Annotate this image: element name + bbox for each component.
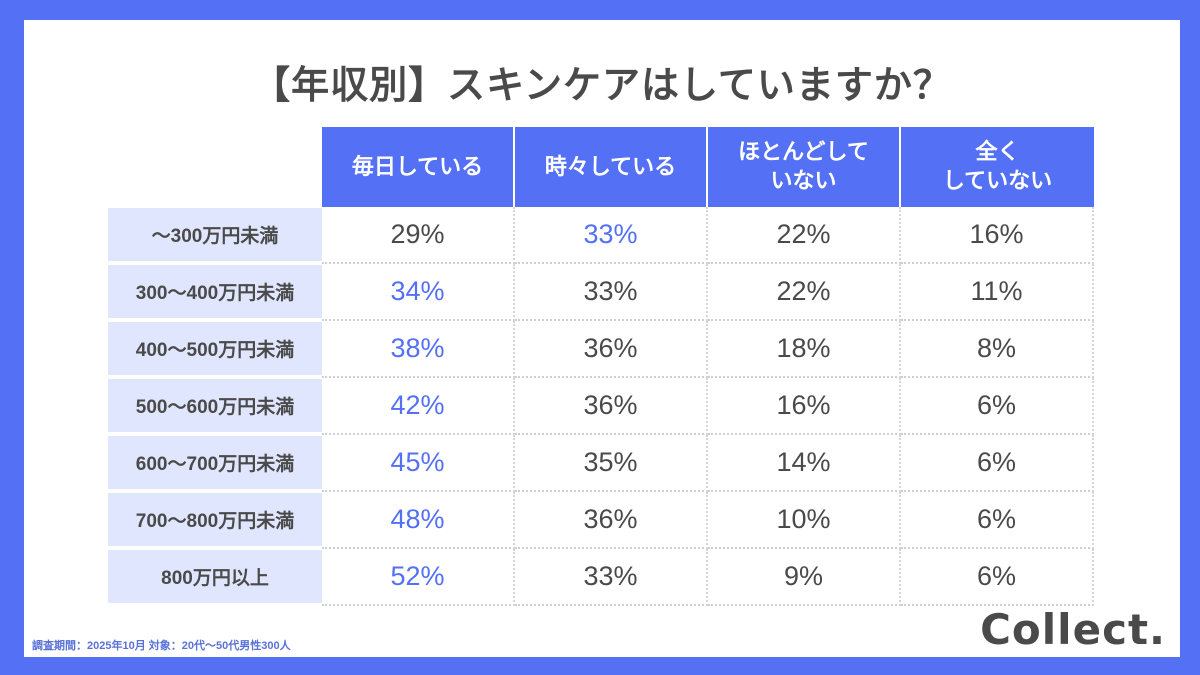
column-header: 全く していない [901, 127, 1094, 207]
value-cell: 45% [322, 435, 515, 492]
value-cell: 35% [515, 435, 708, 492]
table-row: 600〜700万円未満 45% 35% 14% 6% [108, 435, 1094, 492]
value-cell: 33% [515, 549, 708, 606]
row-label: 〜300万円未満 [108, 207, 322, 264]
value-cell: 38% [322, 321, 515, 378]
table-row: 800万円以上 52% 33% 9% 6% [108, 549, 1094, 606]
row-label: 800万円以上 [108, 549, 322, 606]
value-cell: 16% [708, 378, 901, 435]
value-cell: 36% [515, 378, 708, 435]
value-cell: 6% [901, 549, 1094, 606]
value-cell: 6% [901, 492, 1094, 549]
value-cell: 6% [901, 435, 1094, 492]
table-header: 毎日している 時々している ほとんどして いない 全く していない [108, 127, 1094, 207]
value-cell: 8% [901, 321, 1094, 378]
value-cell: 33% [515, 207, 708, 264]
value-cell: 9% [708, 549, 901, 606]
value-cell: 36% [515, 321, 708, 378]
column-header: ほとんどして いない [708, 127, 901, 207]
header-corner [108, 127, 322, 207]
row-label: 500〜600万円未満 [108, 378, 322, 435]
table-row: 500〜600万円未満 42% 36% 16% 6% [108, 378, 1094, 435]
table-row: 〜300万円未満 29% 33% 22% 16% [108, 207, 1094, 264]
value-cell: 52% [322, 549, 515, 606]
value-cell: 11% [901, 264, 1094, 321]
value-cell: 16% [901, 207, 1094, 264]
row-label: 400〜500万円未満 [108, 321, 322, 378]
page-title: 【年収別】スキンケアはしていますか？ [252, 65, 952, 107]
column-header: 毎日している [322, 127, 515, 207]
value-cell: 42% [322, 378, 515, 435]
value-cell: 36% [515, 492, 708, 549]
table-row: 300〜400万円未満 34% 33% 22% 11% [108, 264, 1094, 321]
value-cell: 22% [708, 264, 901, 321]
column-header: 時々している [515, 127, 708, 207]
brand-logo: Collect. [980, 605, 1166, 654]
value-cell: 29% [322, 207, 515, 264]
value-cell: 22% [708, 207, 901, 264]
value-cell: 10% [708, 492, 901, 549]
table-body: 〜300万円未満 29% 33% 22% 16% 300〜400万円未満 34% 33% 22%… [108, 207, 1094, 606]
results-table: 毎日している 時々している ほとんどして いない 全く していない 〜300万円… [108, 127, 1094, 606]
row-label: 600〜700万円未満 [108, 435, 322, 492]
value-cell: 33% [515, 264, 708, 321]
value-cell: 18% [708, 321, 901, 378]
row-label: 700〜800万円未満 [108, 492, 322, 549]
value-cell: 34% [322, 264, 515, 321]
value-cell: 6% [901, 378, 1094, 435]
value-cell: 48% [322, 492, 515, 549]
survey-footnote: 調査期間：2025年10月 対象：20代〜50代男性300人 [32, 640, 291, 652]
value-cell: 14% [708, 435, 901, 492]
slide-panel: 【年収別】スキンケアはしていますか？ 毎日している 時々している ほとんどして … [24, 20, 1180, 657]
table-row: 700〜800万円未満 48% 36% 10% 6% [108, 492, 1094, 549]
row-label: 300〜400万円未満 [108, 264, 322, 321]
table-row: 400〜500万円未満 38% 36% 18% 8% [108, 321, 1094, 378]
